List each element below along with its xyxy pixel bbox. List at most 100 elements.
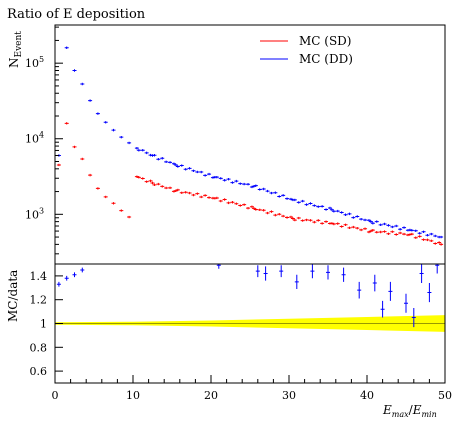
dd-data-point <box>437 235 442 239</box>
x-tick-label: 40 <box>360 389 374 402</box>
main-y-tick-label: 103 <box>25 206 44 221</box>
dd-data-point <box>285 197 290 200</box>
dd-data-point <box>203 174 208 177</box>
sd-data-point <box>327 222 332 225</box>
dd-data-point <box>222 179 227 182</box>
sd-data-point <box>273 213 278 217</box>
legend-label-sd: MC (SD) <box>299 34 352 48</box>
sd-data-point <box>127 215 132 219</box>
sd-data-point <box>253 208 258 211</box>
dd-data-point <box>88 99 93 102</box>
dd-data-point <box>324 208 329 211</box>
sd-data-point <box>261 209 266 212</box>
dd-data-point <box>238 182 243 185</box>
x-tick-label: 20 <box>204 389 218 402</box>
sd-data-point <box>308 219 313 222</box>
sd-data-point <box>292 218 297 222</box>
sd-data-point <box>210 196 215 200</box>
ratio-y-tick-label: 1 <box>40 318 47 331</box>
dd-data-point <box>308 202 313 205</box>
dd-data-point <box>409 229 414 232</box>
sd-data-point <box>304 218 309 222</box>
ratio-data-point <box>216 264 221 269</box>
sd-data-point <box>390 230 395 233</box>
dd-data-point <box>136 149 141 152</box>
dd-data-point <box>207 172 212 176</box>
dd-data-point <box>187 167 192 170</box>
dd-data-point <box>179 164 184 167</box>
dd-data-point <box>359 217 364 221</box>
legend-label-dd: MC (DD) <box>299 52 353 66</box>
sd-data-point <box>175 188 180 192</box>
sd-data-point <box>199 195 204 199</box>
dd-data-point <box>80 82 85 86</box>
sd-data-point <box>168 186 173 190</box>
dd-data-point <box>171 162 176 165</box>
dd-data-point <box>199 170 204 174</box>
chart-title: Ratio of E deposition <box>7 7 146 22</box>
dd-data-point <box>160 157 165 160</box>
sd-data-point <box>156 182 161 186</box>
dd-data-point <box>382 222 387 226</box>
ratio-data-point <box>419 264 424 284</box>
sd-data-point <box>312 220 317 224</box>
legend-entry-sd: MC (SD) <box>260 34 352 48</box>
dd-data-point <box>355 215 360 218</box>
dd-data-point <box>351 216 356 219</box>
dd-data-point <box>394 224 399 228</box>
dd-data-point <box>152 154 157 157</box>
dd-data-point <box>316 205 321 208</box>
dd-data-point <box>327 206 332 210</box>
ratio-data-point <box>427 283 432 303</box>
sd-data-point <box>257 208 262 212</box>
sd-data-point <box>88 173 93 177</box>
dd-data-point <box>265 189 270 193</box>
sd-data-point <box>152 183 157 187</box>
dd-data-point <box>366 219 371 222</box>
dd-data-point <box>269 191 274 195</box>
ratio-data-point <box>255 265 260 278</box>
sd-data-point <box>359 228 364 232</box>
sd-data-point <box>402 232 407 236</box>
sd-data-point <box>351 225 356 229</box>
sd-data-point <box>136 176 141 179</box>
ratio-data-point <box>380 300 385 318</box>
dd-data-point <box>402 226 407 229</box>
sd-data-point <box>222 198 227 201</box>
dd-data-point <box>261 187 266 191</box>
legend: MC (SD) MC (DD) <box>260 34 353 66</box>
sd-data-point <box>179 191 184 194</box>
sd-data-point <box>64 122 69 125</box>
ratio-data-point <box>411 308 416 328</box>
legend-entry-dd: MC (DD) <box>260 52 353 66</box>
sd-data-point <box>214 196 219 200</box>
dd-data-point <box>363 218 368 222</box>
sd-data-point <box>290 217 295 220</box>
ratio-y-ticks: 0.6 0.8 1 1.2 1.4 <box>30 270 63 378</box>
dd-data-point <box>277 195 282 198</box>
sd-data-point <box>413 236 418 239</box>
dd-data-point <box>134 146 139 150</box>
dd-data-point <box>253 184 258 187</box>
ratio-y-tick-label: 1.2 <box>30 294 48 307</box>
x-tick-label: 0 <box>52 389 59 402</box>
sd-data-point <box>288 215 293 219</box>
sd-data-point <box>187 191 192 195</box>
sd-data-point <box>191 193 196 197</box>
dd-data-point <box>343 213 348 216</box>
sd-data-point <box>421 238 426 241</box>
sd-data-point <box>394 233 399 236</box>
sd-data-point <box>382 230 387 233</box>
ratio-data-point <box>72 272 77 278</box>
dd-data-point <box>413 229 418 232</box>
dd-data-point <box>242 182 247 186</box>
sd-data-point <box>355 226 360 230</box>
ratio-data-point <box>279 265 284 278</box>
dd-data-point <box>433 234 438 238</box>
ratio-data-point <box>341 267 346 282</box>
ratio-data-point <box>56 281 61 287</box>
x-ticks: 0 10 20 30 40 50 <box>52 375 452 402</box>
dd-data-point <box>119 135 124 139</box>
dd-data-point <box>127 141 132 145</box>
ratio-data-points <box>56 264 440 328</box>
